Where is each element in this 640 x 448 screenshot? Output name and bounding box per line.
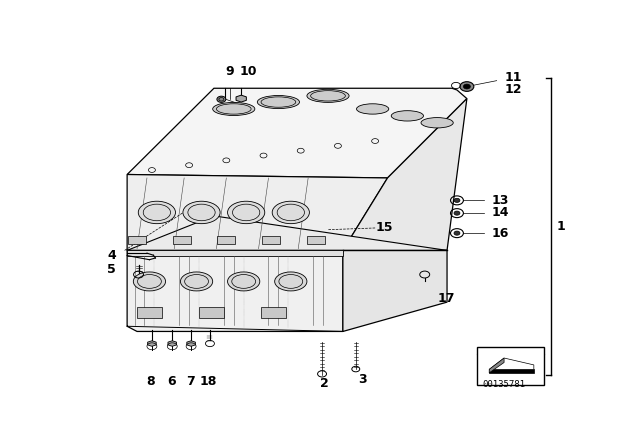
FancyBboxPatch shape xyxy=(128,236,146,244)
Ellipse shape xyxy=(356,104,388,114)
Ellipse shape xyxy=(275,272,307,291)
Text: 17: 17 xyxy=(437,292,454,305)
Ellipse shape xyxy=(307,89,349,103)
Text: 11: 11 xyxy=(504,71,522,84)
Text: 10: 10 xyxy=(240,65,257,78)
Text: 5: 5 xyxy=(108,263,116,276)
FancyBboxPatch shape xyxy=(307,236,324,244)
Polygon shape xyxy=(489,358,534,370)
Text: 2: 2 xyxy=(320,377,329,390)
Circle shape xyxy=(454,231,460,235)
Text: 16: 16 xyxy=(492,227,509,240)
FancyBboxPatch shape xyxy=(173,236,191,244)
Polygon shape xyxy=(127,250,343,332)
Text: 00135781: 00135781 xyxy=(483,380,525,389)
Text: 12: 12 xyxy=(504,83,522,96)
Text: 8: 8 xyxy=(147,375,156,388)
Text: 4: 4 xyxy=(108,249,116,262)
Polygon shape xyxy=(489,358,504,373)
Polygon shape xyxy=(168,341,177,346)
Polygon shape xyxy=(148,341,156,346)
Circle shape xyxy=(463,84,470,89)
FancyBboxPatch shape xyxy=(137,307,162,318)
Polygon shape xyxy=(343,250,447,332)
Ellipse shape xyxy=(421,117,453,128)
Text: 1: 1 xyxy=(556,220,565,233)
Circle shape xyxy=(454,211,460,215)
Text: 18: 18 xyxy=(199,375,217,388)
Polygon shape xyxy=(236,95,246,102)
Ellipse shape xyxy=(183,201,220,224)
FancyBboxPatch shape xyxy=(199,307,224,318)
Ellipse shape xyxy=(391,111,424,121)
Text: 15: 15 xyxy=(375,221,392,234)
Polygon shape xyxy=(127,88,467,178)
Polygon shape xyxy=(187,341,195,346)
FancyBboxPatch shape xyxy=(261,307,286,318)
Ellipse shape xyxy=(228,201,265,224)
Circle shape xyxy=(217,96,226,103)
Ellipse shape xyxy=(228,272,260,291)
Polygon shape xyxy=(127,216,447,250)
Ellipse shape xyxy=(133,272,166,291)
Text: 9: 9 xyxy=(225,65,234,78)
Circle shape xyxy=(460,82,474,91)
Polygon shape xyxy=(127,250,343,255)
Bar xyxy=(477,347,544,385)
Text: 6: 6 xyxy=(168,375,176,388)
Text: 14: 14 xyxy=(492,206,509,219)
Circle shape xyxy=(454,198,460,202)
FancyBboxPatch shape xyxy=(218,236,236,244)
Ellipse shape xyxy=(180,272,212,291)
Polygon shape xyxy=(489,370,534,373)
Ellipse shape xyxy=(272,201,309,224)
Text: 13: 13 xyxy=(492,194,509,207)
FancyBboxPatch shape xyxy=(262,236,280,244)
Ellipse shape xyxy=(257,95,300,108)
Text: 7: 7 xyxy=(186,375,195,388)
Ellipse shape xyxy=(138,201,175,224)
Ellipse shape xyxy=(212,103,255,116)
Text: 3: 3 xyxy=(358,373,367,386)
Polygon shape xyxy=(127,174,388,250)
Polygon shape xyxy=(343,99,467,250)
